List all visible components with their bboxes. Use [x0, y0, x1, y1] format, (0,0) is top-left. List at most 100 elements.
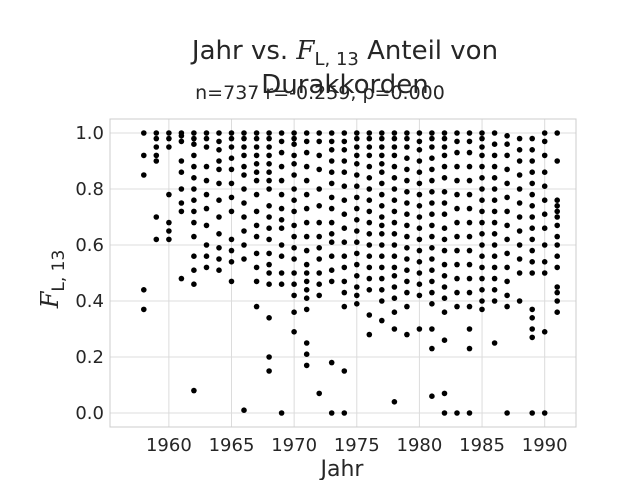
data-point: [479, 152, 485, 159]
data-point: [366, 312, 373, 318]
plot-frame: [109, 118, 577, 428]
data-point: [416, 326, 423, 332]
data-point: [253, 303, 260, 310]
data-point: [316, 166, 323, 173]
data-point: [554, 298, 560, 304]
data-point: [479, 186, 485, 192]
data-point: [341, 169, 348, 175]
data-point: [491, 141, 498, 147]
data-point: [491, 253, 498, 259]
data-point: [203, 144, 210, 150]
data-point: [504, 303, 510, 310]
data-point: [341, 278, 348, 285]
data-point: [178, 138, 185, 145]
data-point: [504, 208, 510, 215]
data-point: [516, 147, 523, 153]
data-point: [416, 147, 423, 153]
data-point: [303, 191, 310, 198]
data-point: [391, 253, 398, 259]
data-point: [328, 267, 335, 274]
data-point: [266, 130, 272, 136]
data-point: [416, 130, 423, 136]
data-point: [216, 267, 222, 274]
data-point: [529, 410, 535, 416]
data-point: [303, 149, 310, 156]
data-point: [216, 147, 222, 153]
data-point: [491, 186, 498, 192]
data-point: [253, 152, 260, 159]
data-point: [391, 284, 398, 290]
data-point: [504, 278, 510, 285]
data-point: [354, 130, 360, 136]
data-point: [216, 166, 222, 173]
data-point: [191, 141, 197, 147]
data-point: [278, 130, 285, 136]
data-point: [166, 135, 172, 142]
data-point: [291, 222, 297, 229]
data-point: [416, 191, 423, 198]
data-point: [504, 250, 510, 257]
data-point: [354, 217, 360, 223]
chart-subtitle: n=737 r=-0.259, p=0.000: [195, 82, 445, 104]
data-point: [541, 169, 548, 175]
data-point: [191, 253, 197, 259]
data-point: [266, 144, 272, 150]
data-point: [328, 147, 335, 153]
data-point: [278, 242, 285, 248]
data-point: [354, 261, 360, 268]
y-tick-label: 0.8: [75, 179, 104, 200]
data-point: [554, 203, 560, 209]
data-point: [266, 177, 272, 184]
data-point: [554, 242, 560, 248]
data-point: [303, 205, 310, 212]
data-point: [266, 225, 272, 231]
data-point: [141, 306, 147, 313]
data-point: [491, 287, 498, 293]
data-point: [291, 292, 297, 299]
data-point: [479, 275, 485, 282]
data-point: [303, 340, 310, 346]
data-point: [328, 253, 335, 259]
data-point: [529, 135, 535, 142]
data-point: [491, 275, 498, 282]
data-point: [379, 180, 385, 187]
data-point: [241, 152, 247, 159]
data-point: [241, 214, 247, 220]
data-point: [266, 250, 272, 257]
data-point: [253, 278, 260, 285]
data-point: [379, 169, 385, 175]
data-point: [354, 292, 360, 299]
data-point: [391, 399, 398, 405]
data-point: [504, 410, 510, 416]
data-point: [391, 231, 398, 237]
data-point: [429, 155, 435, 161]
data-point: [278, 177, 285, 184]
data-point: [341, 211, 348, 217]
y-axis-label-subscript: L, 13: [49, 250, 69, 292]
data-point: [354, 152, 360, 159]
data-point: [529, 236, 535, 243]
data-point: [404, 166, 410, 173]
x-tick-label: 1975: [334, 435, 380, 456]
data-point: [529, 259, 535, 265]
y-tick-label: 0.2: [75, 347, 104, 368]
data-point: [178, 169, 185, 175]
data-point: [479, 144, 485, 150]
data-point: [529, 147, 535, 153]
data-point: [341, 130, 348, 136]
data-point: [466, 233, 473, 240]
data-point: [404, 289, 410, 296]
data-point: [366, 144, 373, 150]
data-point: [479, 197, 485, 203]
data-point: [391, 152, 398, 159]
data-point: [466, 345, 473, 352]
data-point: [366, 287, 373, 293]
data-point: [429, 267, 435, 274]
data-point: [191, 208, 197, 215]
data-point: [429, 256, 435, 262]
data-point: [429, 326, 435, 332]
data-point: [341, 303, 348, 310]
data-point: [529, 169, 535, 175]
data-point: [391, 219, 398, 226]
data-point: [516, 186, 523, 192]
